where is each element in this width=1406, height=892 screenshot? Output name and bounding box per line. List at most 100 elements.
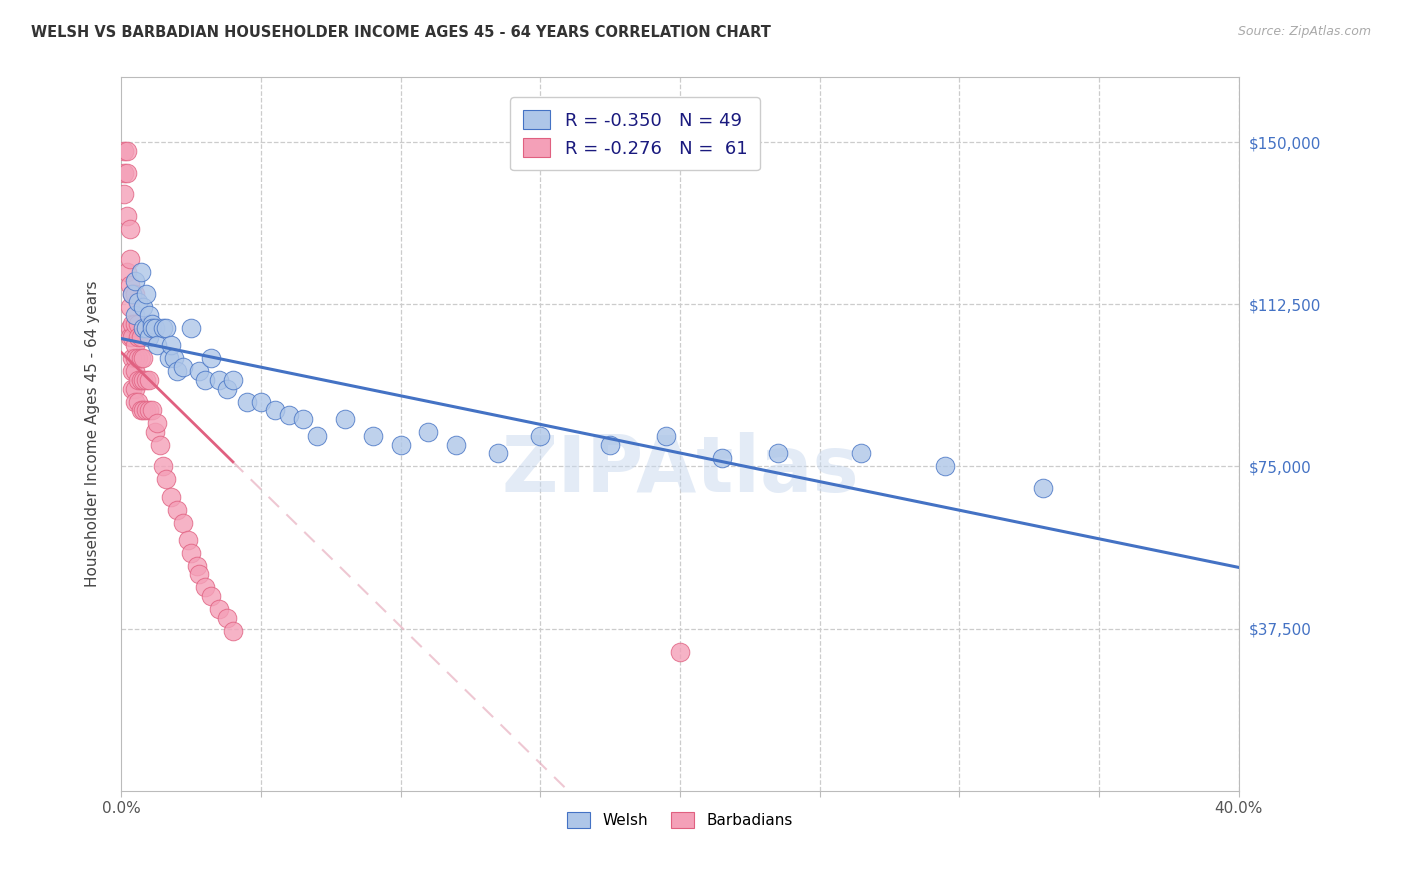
Point xyxy=(121,286,143,301)
Point xyxy=(152,321,174,335)
Point xyxy=(135,321,157,335)
Point xyxy=(124,351,146,366)
Point xyxy=(129,351,152,366)
Point xyxy=(172,359,194,374)
Point xyxy=(143,321,166,335)
Point xyxy=(160,338,183,352)
Point xyxy=(263,403,285,417)
Point xyxy=(118,277,141,292)
Point xyxy=(236,394,259,409)
Point xyxy=(124,338,146,352)
Point xyxy=(112,144,135,158)
Point xyxy=(115,144,138,158)
Point xyxy=(200,589,222,603)
Point xyxy=(135,373,157,387)
Point xyxy=(177,533,200,547)
Point xyxy=(127,330,149,344)
Point xyxy=(115,209,138,223)
Point xyxy=(121,330,143,344)
Point xyxy=(851,446,873,460)
Point xyxy=(486,446,509,460)
Point xyxy=(138,373,160,387)
Point xyxy=(418,425,440,439)
Point xyxy=(222,624,245,638)
Point xyxy=(115,265,138,279)
Point xyxy=(529,429,551,443)
Point xyxy=(333,412,356,426)
Point xyxy=(127,351,149,366)
Point xyxy=(217,382,239,396)
Point xyxy=(188,567,211,582)
Point xyxy=(124,317,146,331)
Text: ZIPAtlas: ZIPAtlas xyxy=(501,432,859,508)
Point xyxy=(160,490,183,504)
Point xyxy=(446,438,468,452)
Point xyxy=(127,317,149,331)
Point xyxy=(118,330,141,344)
Point xyxy=(121,364,143,378)
Point xyxy=(138,403,160,417)
Point xyxy=(138,308,160,322)
Y-axis label: Householder Income Ages 45 - 64 years: Householder Income Ages 45 - 64 years xyxy=(86,281,100,587)
Point xyxy=(132,351,155,366)
Point xyxy=(141,403,163,417)
Point xyxy=(124,286,146,301)
Point xyxy=(118,300,141,314)
Point xyxy=(118,252,141,266)
Point xyxy=(389,438,412,452)
Point xyxy=(146,416,169,430)
Point xyxy=(155,472,177,486)
Point xyxy=(172,516,194,530)
Point xyxy=(132,373,155,387)
Point xyxy=(124,364,146,378)
Point xyxy=(135,286,157,301)
Point xyxy=(141,321,163,335)
Point xyxy=(121,382,143,396)
Point xyxy=(655,429,678,443)
Point xyxy=(277,408,299,422)
Point xyxy=(129,373,152,387)
Point xyxy=(305,429,328,443)
Point xyxy=(163,351,186,366)
Point xyxy=(149,438,172,452)
Point xyxy=(124,394,146,409)
Point xyxy=(200,351,222,366)
Point xyxy=(124,308,146,322)
Point xyxy=(112,187,135,202)
Text: WELSH VS BARBADIAN HOUSEHOLDER INCOME AGES 45 - 64 YEARS CORRELATION CHART: WELSH VS BARBADIAN HOUSEHOLDER INCOME AG… xyxy=(31,25,770,40)
Point xyxy=(138,330,160,344)
Point xyxy=(124,274,146,288)
Point xyxy=(934,459,956,474)
Point xyxy=(217,610,239,624)
Point xyxy=(250,394,273,409)
Point xyxy=(129,265,152,279)
Point xyxy=(127,295,149,310)
Point xyxy=(180,546,202,560)
Point xyxy=(141,317,163,331)
Point xyxy=(132,403,155,417)
Point xyxy=(188,364,211,378)
Point xyxy=(121,351,143,366)
Point xyxy=(132,321,155,335)
Point xyxy=(166,502,188,516)
Point xyxy=(766,446,789,460)
Point xyxy=(121,317,143,331)
Point xyxy=(121,286,143,301)
Legend: Welsh, Barbadians: Welsh, Barbadians xyxy=(561,806,799,834)
Point xyxy=(124,382,146,396)
Point xyxy=(710,450,733,465)
Point xyxy=(129,330,152,344)
Point xyxy=(194,373,217,387)
Point xyxy=(152,459,174,474)
Point xyxy=(186,558,208,573)
Point xyxy=(129,403,152,417)
Point xyxy=(127,394,149,409)
Point xyxy=(1032,481,1054,495)
Point xyxy=(135,403,157,417)
Point xyxy=(132,300,155,314)
Point xyxy=(146,338,169,352)
Point xyxy=(361,429,384,443)
Point xyxy=(157,351,180,366)
Point xyxy=(291,412,314,426)
Point xyxy=(599,438,621,452)
